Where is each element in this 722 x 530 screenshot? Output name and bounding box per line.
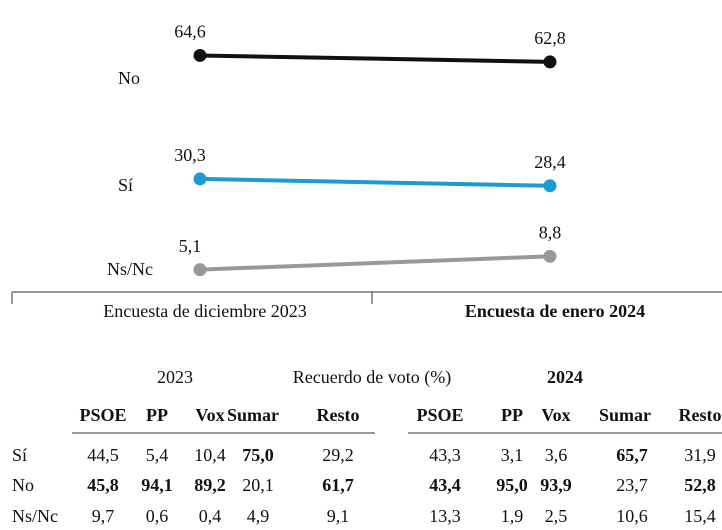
table-year: 2024 bbox=[547, 367, 583, 387]
value-label: 8,8 bbox=[539, 222, 562, 242]
point bbox=[193, 48, 207, 62]
table-cell: 15,4 bbox=[684, 506, 716, 526]
table-cell: 20,1 bbox=[242, 475, 274, 495]
table-cell: 9,7 bbox=[92, 506, 115, 526]
table-cell: 61,7 bbox=[322, 475, 354, 495]
table-cell: 43,3 bbox=[429, 445, 461, 465]
table-cell: 10,6 bbox=[616, 506, 648, 526]
table-cell: 94,1 bbox=[141, 475, 173, 495]
series-name: No bbox=[118, 68, 140, 88]
point bbox=[543, 179, 557, 193]
table-cell: 5,4 bbox=[146, 445, 169, 465]
point bbox=[543, 249, 557, 263]
table-cell: 93,9 bbox=[540, 475, 572, 495]
table-title: Recuerdo de voto (%) bbox=[293, 367, 451, 388]
series-name: Sí bbox=[118, 175, 133, 195]
series-line bbox=[199, 53, 551, 64]
table-cell: 0,4 bbox=[199, 506, 222, 526]
series-name: Ns/Nc bbox=[107, 259, 153, 279]
table-cell: 3,1 bbox=[501, 445, 524, 465]
table-cell: 1,9 bbox=[501, 506, 524, 526]
point bbox=[193, 263, 207, 277]
value-label: 28,4 bbox=[534, 152, 566, 172]
table-cell: 10,4 bbox=[194, 445, 226, 465]
column-header: Vox bbox=[195, 405, 224, 425]
table-cell: 3,6 bbox=[545, 445, 568, 465]
series-line bbox=[199, 176, 551, 188]
column-header: Resto bbox=[317, 405, 360, 425]
table-year: 2023 bbox=[157, 367, 193, 387]
table-cell: 9,1 bbox=[327, 506, 350, 526]
column-header: PP bbox=[146, 405, 168, 425]
table-cell: 31,9 bbox=[684, 445, 716, 465]
row-label: No bbox=[12, 475, 34, 495]
table-cell: 0,6 bbox=[146, 506, 169, 526]
value-label: 64,6 bbox=[174, 22, 206, 42]
table-cell: 89,2 bbox=[194, 475, 226, 495]
value-label: 5,1 bbox=[179, 236, 202, 256]
x-tick-label: Encuesta de enero 2024 bbox=[465, 301, 645, 321]
table-cell: 43,4 bbox=[429, 475, 461, 495]
column-header: PSOE bbox=[416, 405, 463, 425]
value-label: 62,8 bbox=[534, 28, 566, 48]
table-cell: 45,8 bbox=[87, 475, 119, 495]
table-cell: 65,7 bbox=[616, 445, 648, 465]
table-cell: 44,5 bbox=[87, 445, 119, 465]
row-label: Sí bbox=[12, 445, 27, 465]
column-header: Vox bbox=[541, 405, 570, 425]
value-label: 30,3 bbox=[174, 145, 206, 165]
series-line bbox=[199, 254, 551, 272]
column-header: Sumar bbox=[227, 405, 279, 425]
point bbox=[193, 172, 207, 186]
row-label: Ns/Nc bbox=[12, 506, 58, 526]
column-header: PSOE bbox=[79, 405, 126, 425]
point bbox=[543, 55, 557, 69]
column-header: PP bbox=[501, 405, 523, 425]
x-tick-label: Encuesta de diciembre 2023 bbox=[103, 301, 306, 321]
table-cell: 2,5 bbox=[545, 506, 568, 526]
table-cell: 75,0 bbox=[242, 445, 274, 465]
table-cell: 29,2 bbox=[322, 445, 354, 465]
table-cell: 4,9 bbox=[247, 506, 270, 526]
column-header: Resto bbox=[679, 405, 722, 425]
column-header: Sumar bbox=[599, 405, 651, 425]
table-cell: 95,0 bbox=[496, 475, 528, 495]
table-cell: 23,7 bbox=[616, 475, 648, 495]
table-cell: 52,8 bbox=[684, 475, 716, 495]
table-cell: 13,3 bbox=[429, 506, 461, 526]
